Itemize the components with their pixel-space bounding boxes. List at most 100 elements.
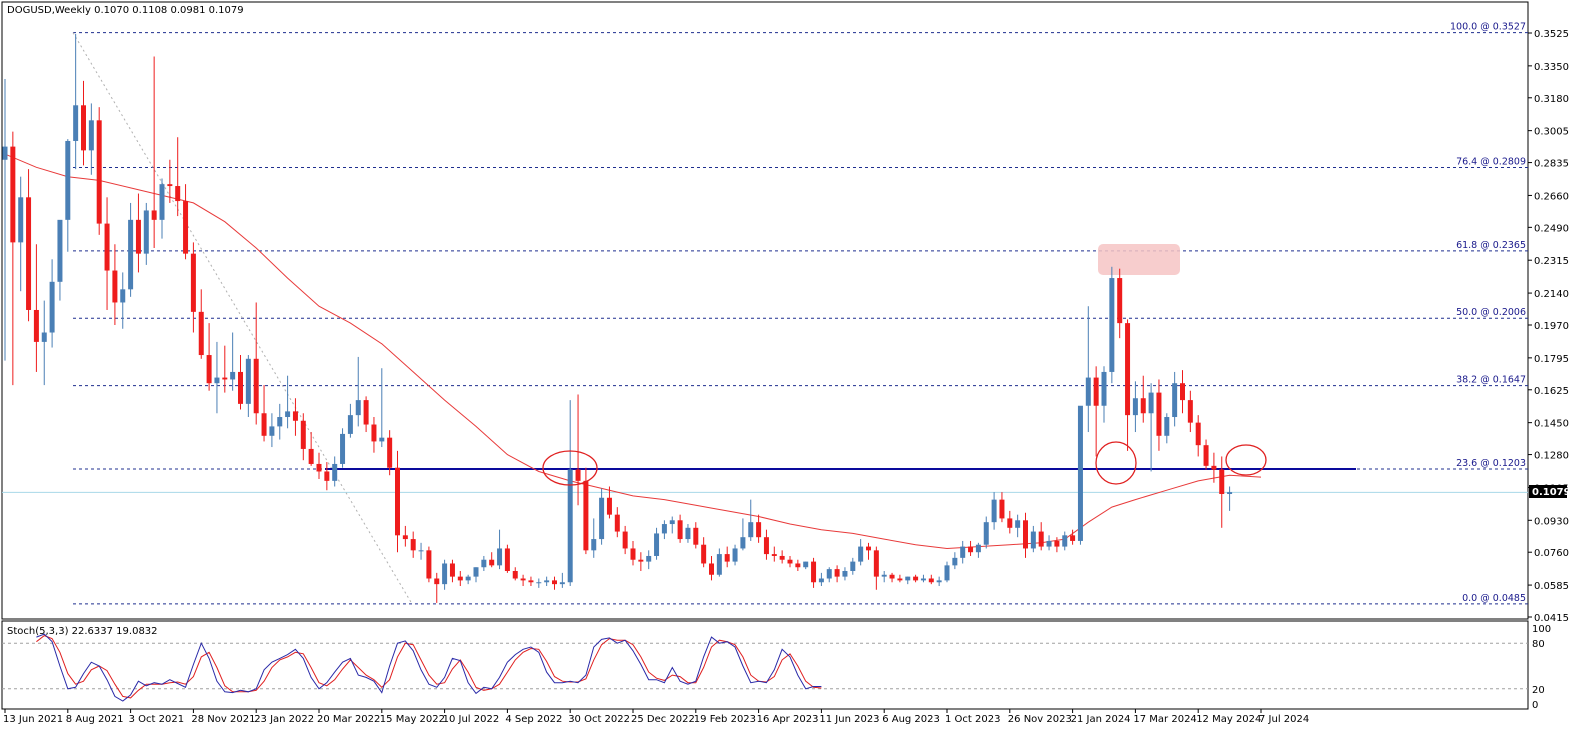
x-tick-label: 1 Oct 2023 bbox=[945, 714, 1000, 725]
candle-body-down bbox=[913, 576, 919, 581]
y-tick-label: 0.3005 bbox=[1534, 127, 1569, 138]
candle-body-down bbox=[1211, 465, 1217, 470]
highlight-circle bbox=[1225, 444, 1267, 476]
candle-body-down bbox=[614, 514, 620, 532]
candle-body-down bbox=[512, 570, 518, 579]
candle-body-down bbox=[1219, 469, 1225, 495]
candle-body-down bbox=[1203, 445, 1209, 466]
candle-body-up bbox=[826, 569, 832, 579]
candle-body-down bbox=[606, 497, 612, 515]
stoch-label: Stoch(5,3,3) 22.6337 19.0832 bbox=[7, 626, 158, 637]
candle-body-up bbox=[599, 497, 605, 540]
y-tick-label: 0.2660 bbox=[1534, 191, 1569, 202]
candle-body-down bbox=[190, 253, 196, 312]
candle-body-down bbox=[724, 554, 730, 562]
candle-body-up bbox=[944, 565, 950, 581]
candle-body-up bbox=[732, 548, 738, 562]
candle-body-up bbox=[245, 358, 251, 404]
y-tick-label: 0.2140 bbox=[1534, 289, 1569, 300]
candle-body-up bbox=[1085, 377, 1091, 406]
candle-body-up bbox=[544, 580, 550, 583]
fib-level-label: 50.0 @ 0.2006 bbox=[1456, 307, 1526, 318]
candle-body-up bbox=[269, 426, 275, 436]
candle-body-up bbox=[536, 582, 542, 584]
y-tick-label: 0.0415 bbox=[1534, 613, 1569, 624]
candle-body-down bbox=[1195, 422, 1201, 446]
main-panel-frame bbox=[1, 1, 1529, 620]
candle-body-up bbox=[1015, 520, 1021, 528]
y-tick-label: 0.1280 bbox=[1534, 451, 1569, 462]
candle-body-up bbox=[1148, 392, 1154, 414]
candle-body-up bbox=[975, 544, 981, 553]
candle-body-up bbox=[473, 567, 479, 577]
candle-body-up bbox=[1172, 383, 1178, 418]
candle-body-down bbox=[1140, 398, 1146, 414]
x-tick-label: 6 Aug 2023 bbox=[882, 714, 940, 725]
candle-body-down bbox=[81, 105, 86, 151]
candle-body-down bbox=[1156, 392, 1162, 436]
x-tick-label: 10 Jul 2022 bbox=[443, 714, 500, 725]
candle-body-up bbox=[952, 557, 958, 566]
candle-body-up bbox=[65, 140, 71, 220]
x-tick-label: 23 Jan 2022 bbox=[254, 714, 314, 725]
x-tick-label: 25 Dec 2022 bbox=[631, 714, 695, 725]
candle-body-up bbox=[1077, 405, 1083, 541]
candlesticks bbox=[2, 33, 1233, 603]
candle-body-down bbox=[489, 559, 495, 566]
stoch-level-label: 80 bbox=[1532, 639, 1545, 650]
candle-body-down bbox=[1070, 535, 1076, 541]
candle-body-down bbox=[1054, 540, 1060, 547]
candle-body-up bbox=[740, 537, 746, 549]
candle-body-down bbox=[292, 411, 298, 421]
x-tick-label: 4 Sep 2022 bbox=[505, 714, 562, 725]
candle-body-up bbox=[661, 524, 667, 534]
y-tick-label: 0.3525 bbox=[1534, 29, 1569, 40]
x-tick-label: 12 May 2024 bbox=[1196, 714, 1261, 725]
candle-body-up bbox=[559, 582, 565, 585]
x-tick-label: 26 Nov 2023 bbox=[1008, 714, 1072, 725]
candle-body-up bbox=[1046, 540, 1052, 547]
candle-body-up bbox=[567, 469, 573, 583]
candle-body-up bbox=[277, 417, 283, 427]
y-tick-label: 0.2490 bbox=[1534, 223, 1569, 234]
candle-body-up bbox=[748, 522, 754, 538]
candle-body-up bbox=[355, 400, 361, 416]
candle-body-up bbox=[905, 576, 911, 581]
candle-body-down bbox=[771, 554, 777, 556]
x-tick-label: 19 Feb 2023 bbox=[694, 714, 756, 725]
y-tick-label: 0.1970 bbox=[1534, 321, 1569, 332]
candle-body-down bbox=[410, 539, 416, 551]
time-axis: 13 Jun 2021 8 Aug 2021 3 Oct 2021 28 Nov 20… bbox=[3, 709, 1309, 725]
candle-body-down bbox=[583, 480, 589, 551]
candle-body-down bbox=[222, 377, 228, 380]
candle-body-down bbox=[10, 146, 16, 243]
candle-body-down bbox=[434, 578, 440, 585]
candle-body-up bbox=[285, 411, 291, 418]
candle-body-down bbox=[889, 574, 895, 579]
candle-body-down bbox=[630, 548, 636, 560]
y-tick-label: 0.2315 bbox=[1534, 256, 1569, 267]
x-tick-label: 30 Oct 2022 bbox=[568, 714, 630, 725]
candle-body-up bbox=[481, 559, 487, 568]
candle-body-up bbox=[379, 437, 385, 442]
candle-body-down bbox=[175, 186, 181, 202]
candle-body-down bbox=[104, 223, 110, 271]
y-tick-label: 0.0760 bbox=[1534, 548, 1569, 559]
candle-body-up bbox=[960, 546, 966, 558]
candle-body-up bbox=[850, 561, 856, 571]
candle-body-up bbox=[442, 563, 448, 585]
candle-body-down bbox=[183, 201, 189, 254]
candle-body-up bbox=[57, 219, 63, 282]
moving-average bbox=[4, 153, 1262, 550]
candle-body-down bbox=[96, 120, 102, 224]
candle-body-down bbox=[811, 561, 817, 583]
candle-body-down bbox=[135, 219, 141, 254]
fib-level-label: 100.0 @ 0.3527 bbox=[1450, 22, 1526, 33]
candle-body-up bbox=[1062, 535, 1068, 547]
candle-body-up bbox=[654, 533, 660, 556]
candle-body-down bbox=[866, 546, 871, 551]
y-tick-label: 0.1795 bbox=[1534, 354, 1569, 365]
candle-body-down bbox=[575, 469, 581, 481]
candle-body-down bbox=[449, 563, 455, 577]
